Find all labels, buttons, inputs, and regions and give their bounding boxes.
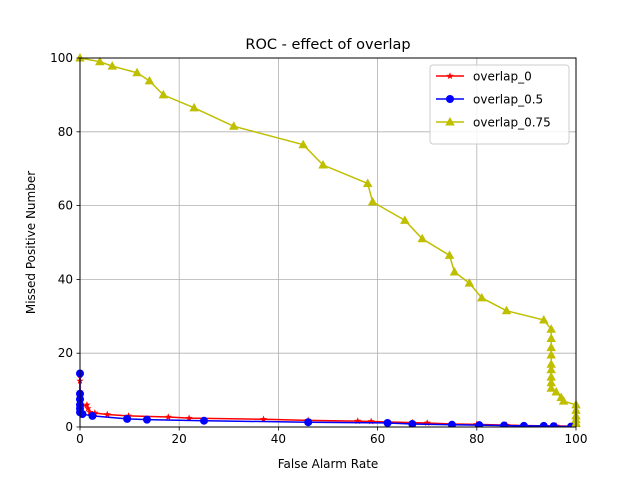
data-point — [354, 417, 362, 425]
x-tick-label: 100 — [565, 432, 588, 446]
data-point — [318, 160, 328, 169]
data-point — [549, 422, 558, 427]
data-point — [383, 418, 392, 427]
data-point — [417, 233, 427, 243]
data-point — [408, 420, 417, 427]
legend-marker — [445, 117, 455, 126]
data-point — [158, 89, 169, 99]
data-point — [546, 350, 556, 359]
data-point — [103, 410, 111, 418]
legend-box — [429, 64, 570, 145]
x-tick-label: 0 — [76, 432, 84, 446]
data-point — [132, 67, 142, 77]
data-point — [362, 178, 373, 187]
series-overlap-0-75 — [75, 53, 581, 427]
data-point — [449, 267, 460, 276]
data-point — [423, 419, 431, 427]
data-point — [539, 421, 548, 427]
data-point — [304, 418, 313, 427]
data-point — [123, 414, 132, 423]
chart-title: ROC - effect of overlap — [245, 37, 410, 53]
data-point — [546, 364, 556, 374]
data-point — [558, 396, 569, 405]
data-point — [95, 56, 105, 66]
y-tick-label: 0 — [65, 420, 73, 434]
data-point — [546, 342, 556, 352]
data-point — [144, 75, 155, 85]
data-point — [185, 414, 193, 422]
data-point — [367, 417, 375, 425]
legend: overlap_0 overlap_0.5 overlap_0.75 — [429, 64, 570, 145]
data-point — [546, 324, 556, 333]
data-point — [229, 121, 239, 130]
data-point — [259, 415, 268, 423]
data-point — [546, 377, 556, 387]
data-point — [551, 386, 561, 396]
x-tick-label: 80 — [469, 432, 484, 446]
data-point — [142, 415, 151, 424]
legend-label: overlap_0.75 — [473, 116, 551, 130]
x-tick-label: 60 — [370, 432, 385, 446]
legend-item: overlap_0.5 — [436, 93, 543, 107]
data-point — [298, 139, 308, 149]
series-layer — [75, 53, 581, 427]
data-point — [189, 102, 199, 112]
data-point — [464, 278, 475, 287]
data-point — [88, 411, 97, 420]
legend-marker — [446, 95, 454, 103]
legend-label: overlap_0.5 — [473, 93, 543, 107]
data-point — [546, 333, 556, 342]
data-point — [83, 401, 91, 408]
data-point — [546, 383, 556, 392]
legend-label: overlap_0 — [473, 70, 532, 84]
legend-marker — [446, 72, 454, 80]
data-point — [500, 421, 509, 427]
data-point — [546, 359, 556, 368]
y-axis-label: Missed Positive Number — [24, 171, 38, 314]
y-tick-label: 80 — [58, 125, 73, 139]
data-point — [86, 408, 94, 416]
data-point — [200, 416, 208, 425]
data-point — [475, 421, 484, 427]
x-axis-label: False Alarm Rate — [278, 457, 379, 471]
data-point — [164, 413, 172, 421]
data-point — [84, 404, 92, 412]
plot-frame — [79, 57, 577, 428]
legend-item: overlap_0 — [436, 70, 532, 84]
data-point — [107, 61, 117, 70]
data-point — [501, 305, 512, 315]
data-point — [546, 372, 556, 381]
y-tick-label: 100 — [50, 51, 73, 65]
legend-item: overlap_0.75 — [436, 116, 551, 130]
data-point — [448, 420, 456, 427]
data-point — [75, 53, 85, 62]
data-point — [539, 314, 549, 324]
data-point — [400, 215, 410, 224]
data-point — [91, 409, 99, 417]
x-tick-label: 40 — [271, 432, 286, 446]
y-tick-label: 20 — [58, 346, 73, 360]
x-tick-label: 20 — [172, 432, 187, 446]
axis-ticks: 0 20 40 60 80 100 0 20 40 60 80 100 — [50, 51, 587, 446]
y-tick-label: 40 — [58, 272, 73, 286]
data-point — [367, 196, 378, 206]
y-tick-label: 60 — [58, 199, 73, 213]
data-point — [477, 292, 487, 302]
data-point — [444, 250, 455, 259]
data-point — [519, 421, 528, 427]
